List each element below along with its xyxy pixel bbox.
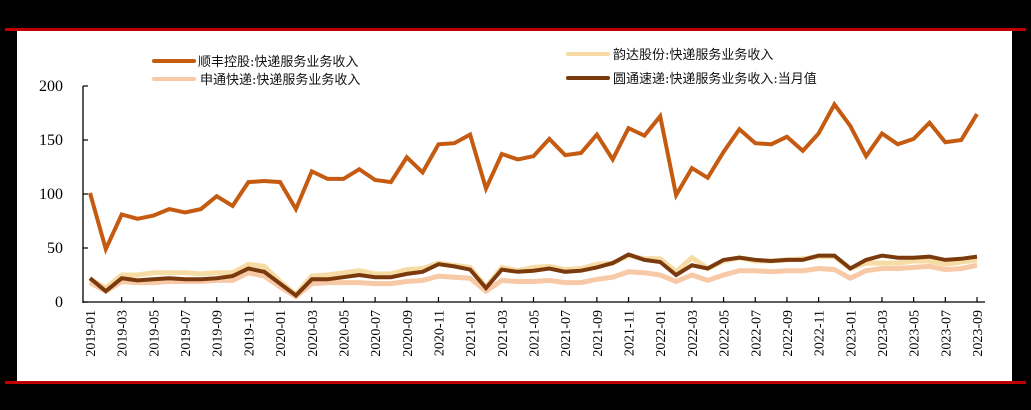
x-tick-label: 2023-07 (939, 310, 954, 357)
x-tick-label: 2021-07 (559, 310, 574, 357)
x-tick-label: 2019-05 (147, 310, 162, 357)
legend-item-yto: 圆通速递:快递服务业务收入:当月值 (566, 71, 817, 87)
x-tick-label: 2019-09 (211, 310, 226, 357)
series-line-sf (88, 100, 979, 255)
x-tick-label: 2020-11 (432, 310, 447, 356)
legend-item-yunda: 韵达股份:快递服务业务收入 (566, 47, 773, 63)
x-tick-label: 2023-03 (876, 310, 891, 357)
chart-panel (17, 31, 1012, 381)
x-tick-label: 2021-09 (591, 310, 606, 357)
x-tick-label: 2022-05 (718, 310, 733, 357)
y-axis: 0 50 100 150 200 (39, 78, 88, 311)
x-tick-label: 2023-01 (844, 310, 859, 357)
legend-item-sto: 申通快递:快递服务业务收入 (152, 72, 360, 88)
x-tick-label: 2023-09 (971, 310, 986, 357)
x-tick-label: 2022-09 (781, 310, 796, 357)
bottom-red-rule (5, 381, 1026, 384)
series-lines (88, 100, 979, 300)
series-line-yto (88, 252, 978, 299)
x-tick-label: 2019-11 (242, 310, 257, 356)
x-tick-label: 2020-03 (306, 310, 321, 357)
legend-label-yto: 圆通速递:快递服务业务收入:当月值 (613, 71, 817, 87)
y-tick-label: 150 (39, 132, 63, 149)
x-tick-label: 2019-03 (116, 310, 131, 357)
x-tick-label: 2020-09 (401, 310, 416, 357)
x-tick-label: 2021-01 (464, 310, 479, 357)
x-tick-label: 2021-03 (496, 310, 511, 357)
x-tick-label: 2020-07 (369, 310, 384, 357)
x-tick-label: 2021-05 (528, 310, 543, 357)
y-tick-label: 200 (39, 78, 63, 95)
x-tick-label: 2022-03 (686, 310, 701, 357)
y-tick-label: 0 (55, 294, 63, 311)
x-tick-label: 2022-11 (813, 310, 828, 356)
x-tick-label: 2019-01 (84, 310, 99, 357)
x-tick-label: 2022-07 (749, 310, 764, 357)
x-tick-label: 2022-01 (654, 310, 669, 357)
legend-label-sto: 申通快递:快递服务业务收入 (200, 72, 360, 88)
top-red-rule (5, 28, 1026, 31)
legend-label-sf: 顺丰控股:快递服务业务收入 (198, 54, 358, 70)
legend-item-sf: 顺丰控股:快递服务业务收入 (152, 54, 358, 70)
y-tick-label: 50 (47, 240, 63, 257)
x-tick-label: 2021-11 (623, 310, 638, 356)
x-tick-label: 2020-01 (274, 310, 289, 357)
series-line-sto (88, 262, 978, 300)
legend: 顺丰控股:快递服务业务收入 申通快递:快递服务业务收入 韵达股份:快递服务业务收… (152, 47, 817, 88)
x-tick-label: 2020-05 (337, 310, 352, 357)
x-axis: 2019-01 2019-03 2019-05 2019-07 2019-09 2019-… (83, 297, 986, 357)
x-tick-label: 2023-05 (908, 310, 923, 357)
y-tick-label: 100 (39, 186, 63, 203)
legend-label-yunda: 韵达股份:快递服务业务收入 (613, 47, 773, 63)
x-tick-label: 2019-07 (179, 310, 194, 357)
